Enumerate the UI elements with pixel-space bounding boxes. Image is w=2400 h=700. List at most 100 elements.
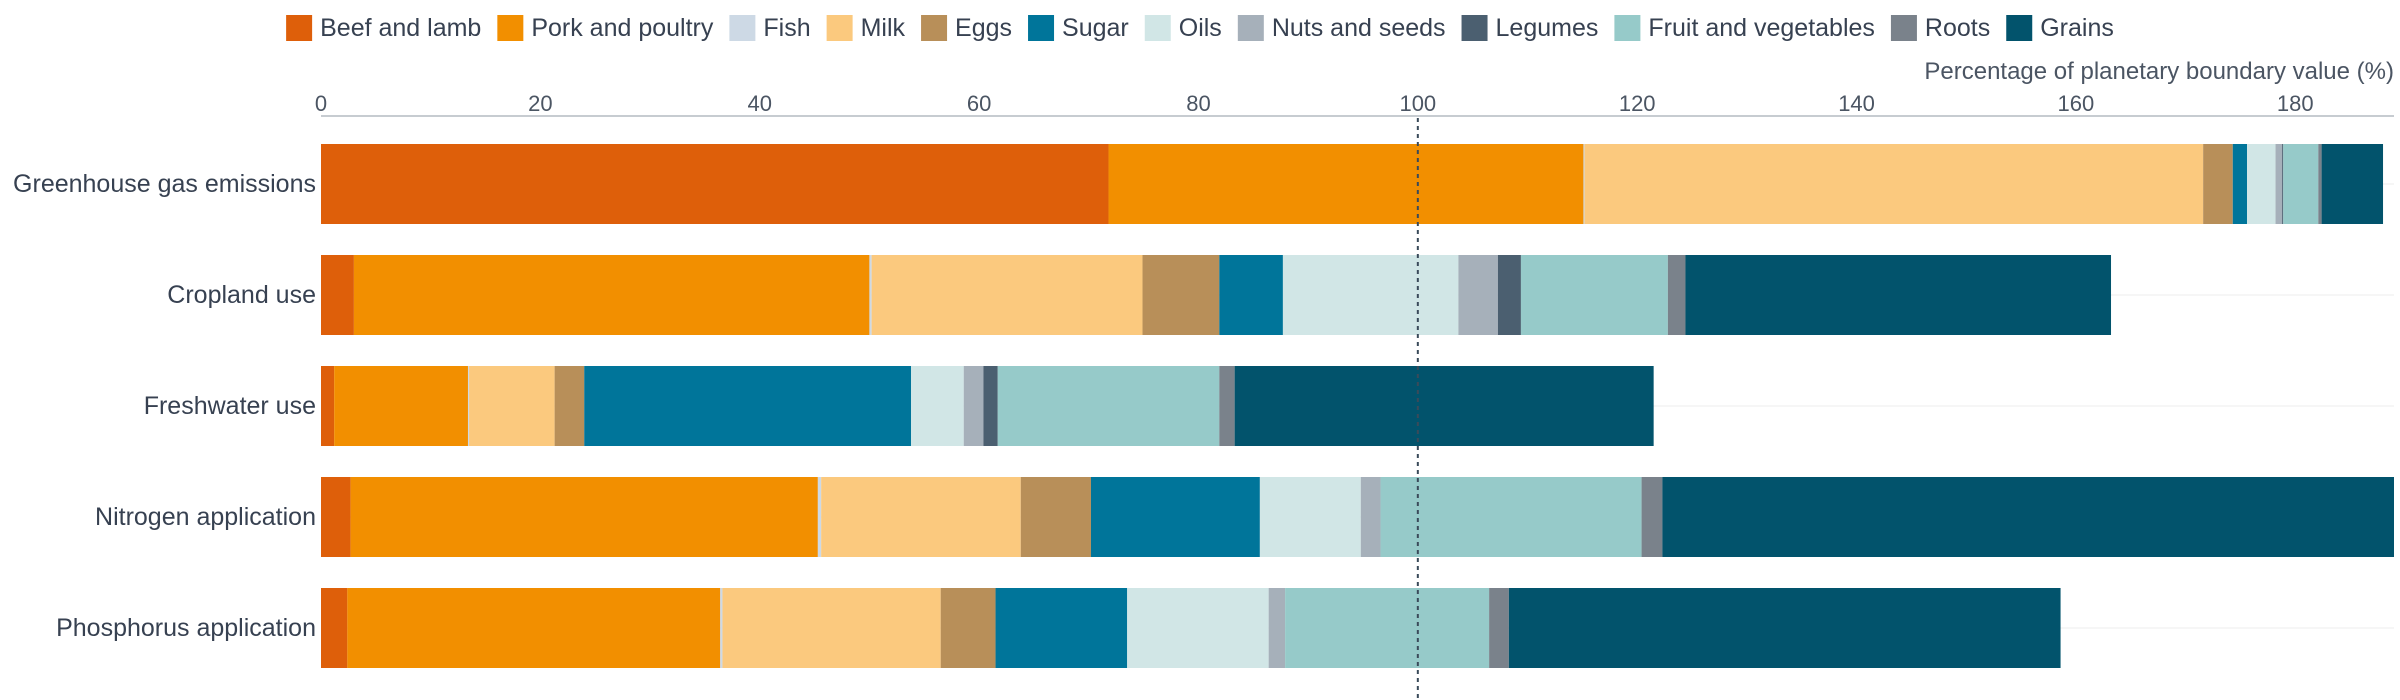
bar-segment-nuts-and-seeds	[1268, 588, 1286, 668]
x-tick-label: 120	[1619, 91, 1656, 116]
x-axis-title: Percentage of planetary boundary value (…	[1924, 58, 2394, 85]
bar-segment-milk	[469, 366, 555, 446]
legend-swatch-sugar	[1028, 15, 1055, 41]
legend-item-fish: Fish	[729, 14, 811, 42]
bar-segment-fruit-and-vegetables	[1380, 477, 1642, 557]
legend-label: Roots	[1925, 14, 1990, 42]
legend-item-pork-and-poultry: Pork and poultry	[497, 14, 714, 42]
bar-segment-sugar	[1090, 477, 1260, 557]
bar-segment-milk	[871, 255, 1143, 335]
category-label: Freshwater use	[144, 392, 316, 420]
bar-segment-oils	[1259, 477, 1361, 557]
legend-label: Fish	[763, 14, 810, 42]
bar-segment-fish	[720, 588, 723, 668]
legend-swatch-roots	[1890, 15, 1917, 41]
x-tick-label: 80	[1186, 91, 1210, 116]
bar-segment-roots	[1489, 588, 1509, 668]
bar-row-nitrogen-application	[321, 477, 2394, 557]
bar-segment-fruit-and-vegetables	[2283, 144, 2319, 224]
bar-row-freshwater-use	[321, 366, 1654, 446]
legend-swatch-beef-and-lamb	[286, 15, 313, 41]
bar-row-cropland-use	[321, 255, 2112, 335]
bar-segment-grains	[1234, 366, 1654, 446]
bar-segment-pork-and-poultry	[353, 255, 870, 335]
legend: Beef and lamb Pork and poultry Fish Milk Egg…	[286, 14, 2114, 42]
legend-swatch-nuts-and-seeds	[1237, 15, 1264, 41]
bar-segment-nuts-and-seeds	[1360, 477, 1381, 557]
legend-label: Milk	[861, 14, 906, 42]
x-tick-label: 20	[528, 91, 552, 116]
bar-segment-nuts-and-seeds	[1458, 255, 1498, 335]
bar-segment-fruit-and-vegetables	[997, 366, 1220, 446]
bar-segment-legumes	[2282, 144, 2284, 224]
x-tick-label: 180	[2277, 91, 2314, 116]
bar-segment-fish	[1583, 144, 1585, 224]
bar-segment-pork-and-poultry	[334, 366, 468, 446]
legend-label: Legumes	[1496, 14, 1599, 42]
legend-item-beef-and-lamb: Beef and lamb	[286, 14, 481, 42]
bar-segment-sugar	[995, 588, 1128, 668]
bar-segment-sugar	[1219, 255, 1283, 335]
bar-segment-fish	[869, 255, 872, 335]
category-label: Nitrogen application	[95, 503, 316, 531]
bar-segment-oils	[2247, 144, 2276, 224]
legend-label: Sugar	[1062, 14, 1129, 42]
bar-segment-roots	[1667, 255, 1686, 335]
x-tick-label: 100	[1399, 91, 1436, 116]
legend-swatch-fish	[729, 15, 756, 41]
legend-swatch-pork-and-poultry	[497, 15, 524, 41]
bars	[321, 144, 2394, 668]
bar-segment-grains	[2321, 144, 2384, 224]
legend-item-roots: Roots	[1890, 14, 1990, 42]
bar-segment-nuts-and-seeds	[2275, 144, 2283, 224]
legend-item-milk: Milk	[826, 14, 906, 42]
legend-item-eggs: Eggs	[921, 14, 1012, 42]
bar-segment-eggs	[940, 588, 996, 668]
bar-segment-nuts-and-seeds	[963, 366, 984, 446]
bar-segment-fish	[467, 366, 470, 446]
bar-segment-oils	[1127, 588, 1269, 668]
legend-item-sugar: Sugar	[1028, 14, 1129, 42]
bar-segment-beef-and-lamb	[321, 255, 354, 335]
legend-label: Eggs	[955, 14, 1012, 42]
legend-swatch-oils	[1144, 15, 1171, 41]
x-tick-label: 160	[2058, 91, 2095, 116]
bar-segment-pork-and-poultry	[350, 477, 818, 557]
bar-row-phosphorus-application	[321, 588, 2061, 668]
bar-segment-fish	[817, 477, 822, 557]
legend-item-legumes: Legumes	[1461, 14, 1599, 42]
bar-segment-oils	[911, 366, 964, 446]
bar-segment-beef-and-lamb	[321, 588, 348, 668]
x-axis-ticks: 0 20 40 60 80 100 120 140 160 180	[315, 91, 2314, 116]
bar-segment-milk	[1584, 144, 2204, 224]
bar-segment-beef-and-lamb	[321, 477, 351, 557]
legend-label: Beef and lamb	[320, 14, 481, 42]
legend-swatch-grains	[2006, 15, 2033, 41]
x-tick-label: 140	[1838, 91, 1875, 116]
category-labels: Greenhouse gas emissions Cropland use Fres…	[13, 170, 316, 642]
x-tick-label: 0	[315, 91, 327, 116]
bar-segment-beef-and-lamb	[321, 144, 1109, 224]
bar-segment-roots	[1641, 477, 1663, 557]
legend-swatch-legumes	[1461, 15, 1488, 41]
legend-label: Oils	[1179, 14, 1222, 42]
bar-segment-pork-and-poultry	[347, 588, 721, 668]
legend-label: Grains	[2040, 14, 2114, 42]
legend-swatch-fruit-and-vegetables	[1614, 15, 1641, 41]
bar-segment-pork-and-poultry	[1108, 144, 1584, 224]
x-tick-label: 60	[967, 91, 991, 116]
bar-segment-grains	[1662, 477, 2394, 557]
legend-item-fruit-and-vegetables: Fruit and vegetables	[1614, 14, 1875, 42]
bar-segment-eggs	[2203, 144, 2233, 224]
legend-item-nuts-and-seeds: Nuts and seeds	[1237, 14, 1446, 42]
legend-swatch-milk	[826, 15, 853, 41]
bar-segment-legumes	[1497, 255, 1521, 335]
legend-item-oils: Oils	[1144, 14, 1222, 42]
bar-segment-grains	[1508, 588, 2061, 668]
bar-segment-legumes	[983, 366, 998, 446]
bar-segment-beef-and-lamb	[321, 366, 335, 446]
bar-segment-roots	[2318, 144, 2322, 224]
category-label: Greenhouse gas emissions	[13, 170, 316, 198]
bar-segment-grains	[1685, 255, 2112, 335]
